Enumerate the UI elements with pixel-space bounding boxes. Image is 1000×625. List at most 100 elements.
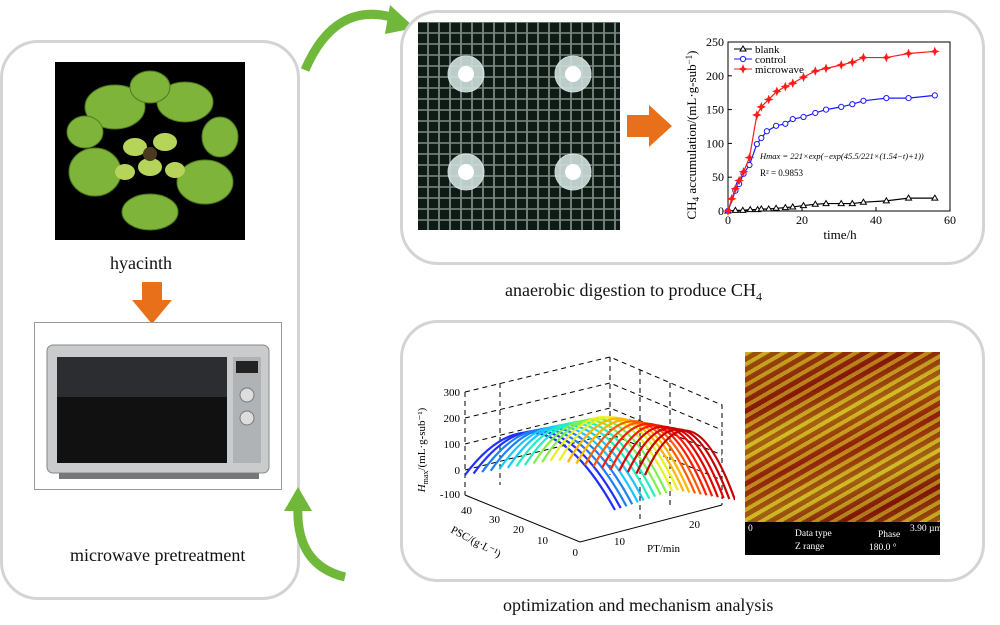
data-point-microwave <box>810 66 821 76</box>
data-point-control <box>789 115 796 123</box>
caption-text: anaerobic digestion to produce CH <box>505 280 756 300</box>
data-point-control <box>763 128 770 135</box>
surface-mesh-line <box>498 425 639 503</box>
data-point-microwave <box>752 110 762 120</box>
data-point-control <box>822 106 830 113</box>
data-point-microwave <box>738 64 748 74</box>
y-tick-label: 150 <box>706 103 724 117</box>
data-point-blank <box>788 202 797 210</box>
microwave-oven-image <box>46 344 270 479</box>
y-tick: 20 <box>513 524 525 536</box>
data-point-microwave <box>723 206 733 216</box>
microwave-photo <box>34 322 282 490</box>
data-point-control <box>838 103 845 110</box>
data-point-control <box>849 101 856 108</box>
orange-down-arrow-icon <box>132 282 172 324</box>
data-point-blank <box>731 206 740 213</box>
x-axis-label: PT/min <box>647 543 681 555</box>
data-point-microwave <box>881 52 892 63</box>
y-tick-label: 0 <box>718 204 724 218</box>
orange-right-arrow-icon <box>627 105 672 147</box>
data-point-blank <box>822 199 830 207</box>
afm-phase-image <box>745 352 940 522</box>
afm-data-type-value: Phase <box>878 530 901 540</box>
legend-label-microwave: microwave <box>755 64 804 76</box>
legend-label-control: control <box>755 54 786 66</box>
data-point-control <box>758 134 765 142</box>
y-tick-label: 200 <box>706 69 724 83</box>
x-tick: 10 <box>614 536 626 548</box>
data-point-microwave <box>726 193 737 204</box>
data-point-blank <box>930 194 939 201</box>
z-tick: 0 <box>455 465 461 477</box>
data-point-control <box>739 55 747 63</box>
data-point-microwave <box>903 48 914 59</box>
data-point-control <box>860 97 867 104</box>
data-point-microwave <box>780 81 791 92</box>
z-tick: 100 <box>444 439 461 451</box>
hyacinth-photo <box>55 62 245 240</box>
data-point-blank <box>811 200 820 207</box>
x-tick-label: 20 <box>796 213 808 227</box>
afm-info-bar: 0 Data type Z range Phase 180.0 ° 3.90 µ… <box>745 522 942 555</box>
data-point-control <box>773 122 780 129</box>
data-point-control <box>782 120 789 127</box>
data-point-blank <box>781 203 790 211</box>
data-point-control <box>800 113 807 121</box>
data-point-blank <box>746 205 755 213</box>
y-axis-label: PSC/(g·L⁻¹) <box>449 524 503 561</box>
digestion-caption: anaerobic digestion to produce CH4 <box>505 280 762 305</box>
data-point-microwave <box>756 102 767 112</box>
data-point-blank <box>738 206 747 213</box>
y-tick-label: 250 <box>706 35 724 49</box>
data-point-control <box>812 109 819 117</box>
data-point-microwave <box>821 63 831 74</box>
hyacinth-plant-image <box>66 70 239 231</box>
data-point-control <box>753 140 760 148</box>
x-tick-label: 0 <box>725 213 731 227</box>
data-point-control <box>883 95 890 102</box>
data-point-microwave <box>730 183 741 194</box>
optimization-caption: optimization and mechanism analysis <box>503 595 774 615</box>
y-tick-label: 100 <box>706 136 724 150</box>
data-point-microwave <box>847 57 858 68</box>
legend-label-blank: blank <box>755 44 780 56</box>
digestion-bottles-photo <box>418 22 620 230</box>
y-axis-label: CH4 accumulation/(mL·g-sub−1) <box>684 51 701 220</box>
data-point-blank <box>904 194 913 201</box>
hyacinth-label: hyacinth <box>110 253 172 273</box>
data-point-microwave <box>787 78 798 89</box>
x-tick-label: 60 <box>944 213 956 227</box>
surface-mesh-line <box>489 426 634 505</box>
z-axis-label: Hmax/(mL·g-sub⁻¹) <box>416 407 430 493</box>
afm-z-range-label: Z range <box>795 542 825 552</box>
y-tick: 30 <box>489 514 501 526</box>
data-point-blank <box>772 204 780 211</box>
data-point-control <box>931 92 938 99</box>
data-point-microwave <box>858 52 869 63</box>
afm-data-type-label: Data type <box>795 529 832 539</box>
x-tick: 20 <box>689 519 701 531</box>
afm-scale: 3.90 µm <box>910 524 942 534</box>
z-tick: 300 <box>444 387 461 399</box>
model-equation: Hmax = 221×exp(−exp(45.5/221×(1.54−t)+1)… <box>759 151 924 161</box>
data-point-blank <box>764 205 773 212</box>
plot-frame <box>727 41 951 212</box>
data-point-microwave <box>836 60 847 70</box>
data-point-blank <box>757 205 766 212</box>
response-surface-plot: 300 200 100 0 -100 40 30 20 10 0 10 20 H… <box>416 356 735 561</box>
y-tick: 0 <box>573 547 579 559</box>
r-squared: R² = 0.9853 <box>760 168 804 178</box>
x-axis-label: time/h <box>823 227 857 242</box>
caption-subscript: 4 <box>755 289 762 304</box>
data-point-blank <box>799 201 808 209</box>
ch4-accumulation-chart: CH4 accumulation/(mL·g-sub−1) time/h 0 20… <box>684 35 956 242</box>
data-point-blank <box>739 45 747 52</box>
surface-mesh-line <box>532 419 662 496</box>
data-point-microwave <box>929 46 940 57</box>
data-point-microwave <box>738 166 749 177</box>
z-tick: 200 <box>444 413 461 425</box>
data-point-control <box>905 95 912 102</box>
y-tick: 40 <box>461 505 473 517</box>
z-tick: -100 <box>440 489 461 501</box>
